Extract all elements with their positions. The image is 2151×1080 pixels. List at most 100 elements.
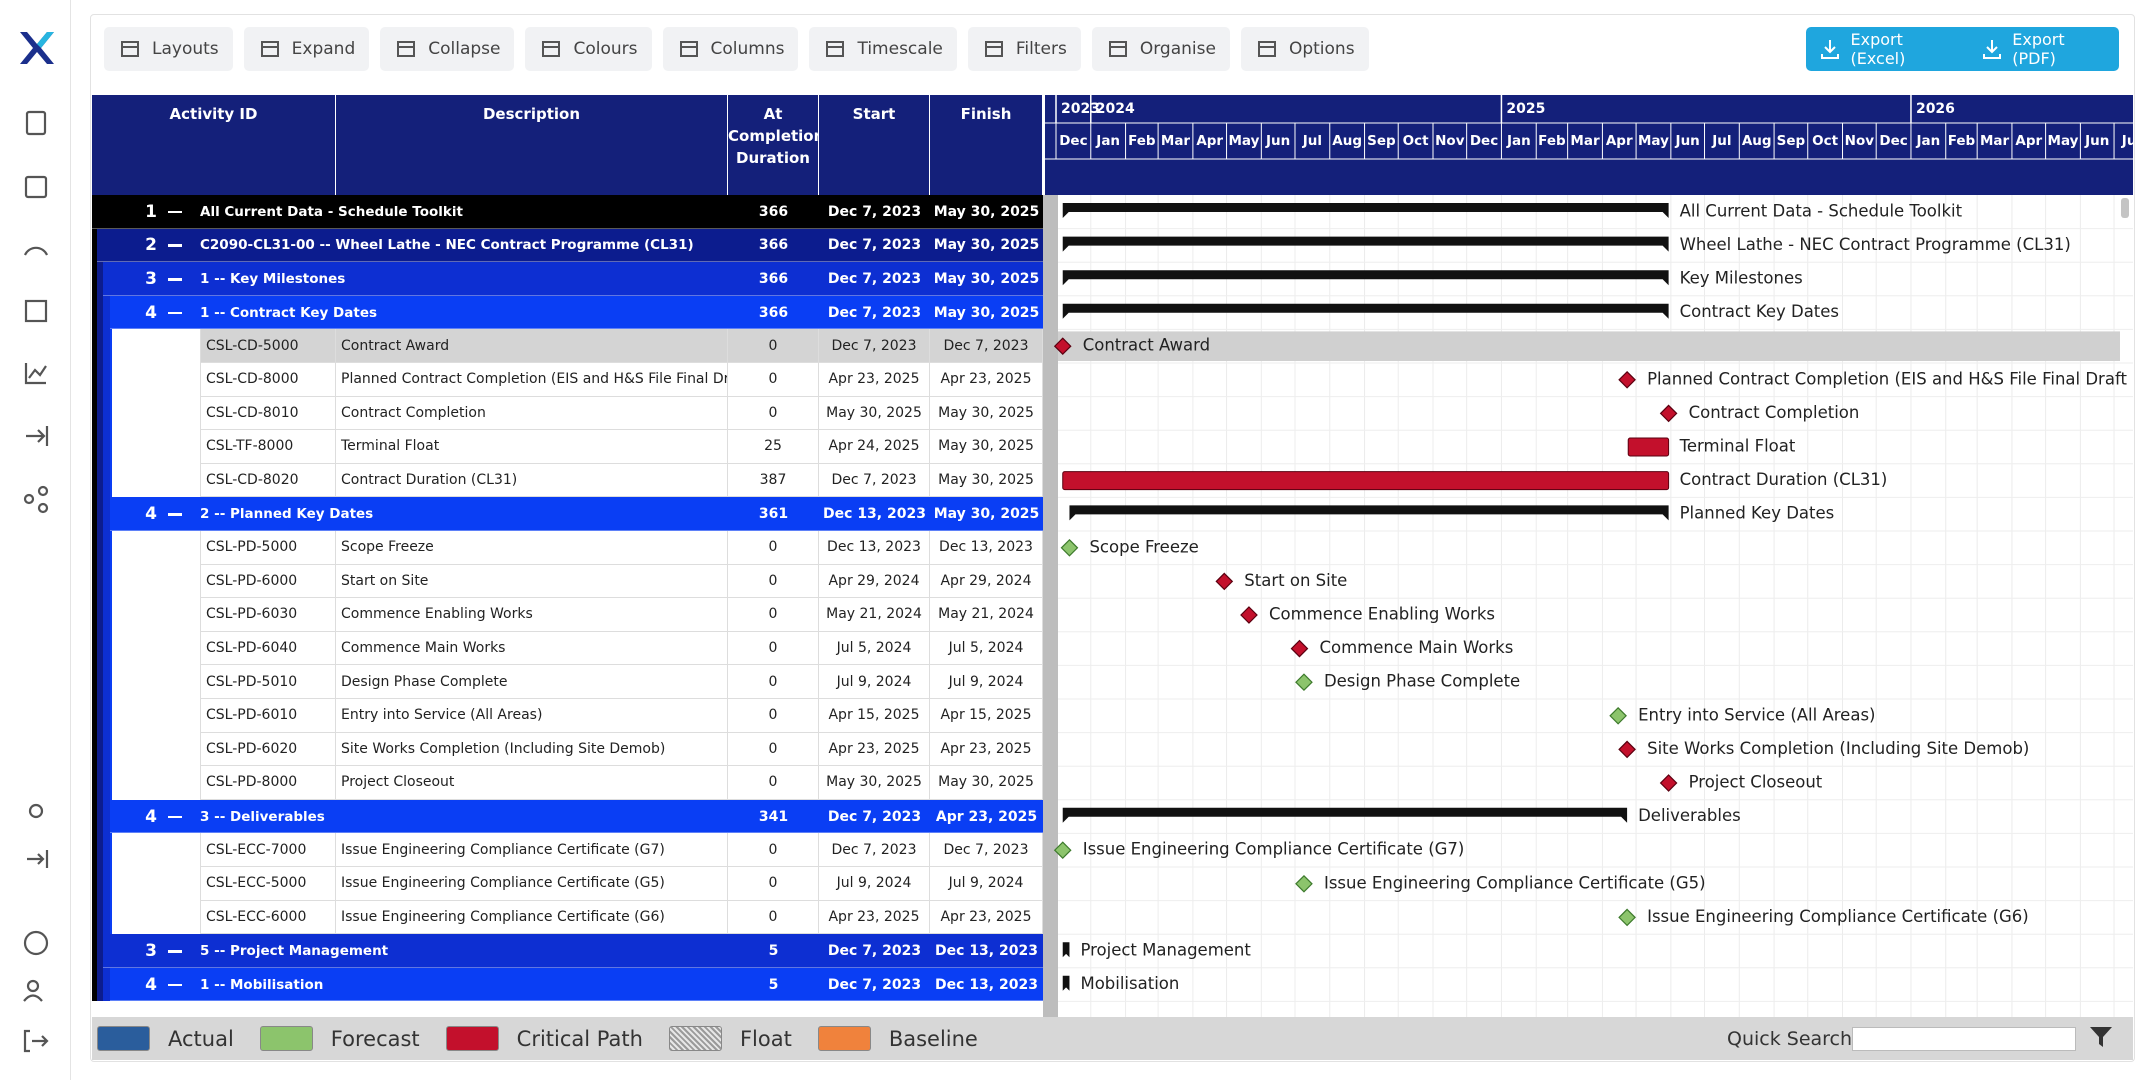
activity-description: Issue Engineering Compliance Certificate… [336, 833, 728, 867]
summary-bar [1062, 942, 1070, 958]
level-strip [103, 497, 110, 531]
sidebar [0, 0, 71, 1080]
nav-icon[interactable] [24, 363, 47, 385]
button-label: Expand [291, 39, 356, 59]
level-strip [97, 934, 103, 968]
summary-bar [1062, 203, 1669, 218]
summary-row [110, 967, 1043, 1002]
toolbar-button[interactable]: Options [1240, 27, 1369, 71]
collapse-toggle[interactable] [168, 950, 182, 953]
toolbar-button[interactable]: Timescale [809, 27, 957, 71]
nav-icon[interactable] [23, 493, 35, 505]
search-input[interactable] [1852, 1027, 2076, 1051]
activity-id: CSL-PD-6030 [200, 598, 336, 632]
nav-icon[interactable] [27, 850, 49, 868]
nav-icon[interactable] [23, 1029, 49, 1053]
collapse-toggle[interactable] [168, 278, 182, 281]
summary-start: Dec 7, 2023 [827, 808, 922, 825]
level-strip [103, 295, 110, 330]
level-strip [97, 631, 103, 666]
export-button[interactable]: Export (PDF) [1968, 30, 2119, 68]
collapse-toggle[interactable] [168, 983, 182, 987]
search-filter[interactable] [2088, 1024, 2114, 1050]
collapse-toggle[interactable] [168, 244, 182, 247]
toolbar-button[interactable]: Collapse [380, 27, 515, 71]
nav-icon[interactable] [25, 110, 47, 136]
legend: Actual Forecast Critical Path Float Baseline [92, 1017, 2133, 1060]
nav-icon[interactable] [26, 979, 40, 993]
bar-label: Entry into Service (All Areas) [1638, 705, 1875, 724]
month-label: Sep [1367, 133, 1396, 149]
nav-icon[interactable] [24, 175, 48, 199]
milestone [1618, 370, 1636, 389]
level-strip [103, 396, 110, 431]
level-strip [92, 900, 97, 935]
activity-duration: 0 [728, 833, 819, 867]
summary-bar [1069, 505, 1669, 521]
nav-icon[interactable] [24, 299, 48, 323]
month-label: Sep [1777, 133, 1806, 149]
button-label: Columns [710, 39, 785, 59]
nav-icon[interactable] [28, 803, 44, 819]
year-label: 2024 [1096, 101, 1135, 117]
toolbar-button[interactable]: Organise [1091, 27, 1230, 71]
icon [1108, 41, 1127, 57]
icon [121, 41, 139, 57]
collapse-toggle[interactable] [168, 311, 182, 315]
activity-duration: 0 [728, 665, 819, 699]
summary-row [110, 295, 1043, 330]
toolbar-button[interactable]: Colours [525, 27, 652, 71]
level-strip [92, 497, 97, 531]
level-strip [103, 363, 110, 397]
collapse-toggle[interactable] [168, 210, 182, 214]
button-label: Organise [1139, 39, 1216, 59]
collapse-toggle[interactable] [168, 513, 182, 516]
month-label: Dec [1470, 133, 1498, 149]
icon [542, 41, 561, 57]
activity-start: Apr 15, 2025 [819, 699, 930, 733]
level-strip [97, 967, 103, 1002]
summary-name: 2 -- Planned Key Dates [200, 506, 374, 523]
export-button[interactable]: Export (Excel) [1806, 30, 1968, 68]
sidebar-icons [20, 32, 54, 1053]
collapse-toggle[interactable] [168, 815, 182, 819]
level-strip [103, 631, 110, 666]
nav-icon[interactable] [23, 246, 49, 256]
toolbar-button[interactable]: Filters [967, 27, 1081, 71]
activity-id: CSL-PD-6010 [200, 699, 336, 733]
level-strip [97, 329, 103, 363]
level-strip [97, 732, 103, 767]
bar-label: Issue Engineering Compliance Certificate… [1324, 873, 1706, 892]
level-strip [97, 799, 103, 834]
level-strip [97, 295, 103, 330]
activity-finish: Apr 23, 2025 [930, 363, 1043, 397]
summary-bar [1062, 807, 1628, 823]
summary-row [110, 799, 1043, 834]
nav-icon[interactable] [23, 930, 49, 956]
activity-finish: May 30, 2025 [930, 463, 1043, 498]
activity-id: CSL-PD-5000 [200, 531, 336, 565]
toolbar-button[interactable]: Layouts [104, 27, 233, 71]
milestone [1659, 404, 1678, 423]
toolbar-button[interactable]: Columns [662, 27, 799, 71]
activity-start: May 30, 2025 [819, 396, 930, 431]
activity-id: CSL-PD-8000 [200, 766, 336, 800]
activity-finish: Apr 23, 2025 [930, 900, 1043, 935]
bar-label: Planned Contract Completion (EIS and H&S… [1647, 369, 2133, 388]
activity-duration: 0 [728, 867, 819, 901]
summary-finish: May 30, 2025 [933, 270, 1040, 287]
toolbar-button[interactable]: Expand [243, 27, 370, 71]
bar-label: Key Milestones [1680, 269, 1803, 288]
summary-row [103, 934, 1043, 968]
legend-item: Actual [97, 1026, 234, 1051]
month-label: Dec [1059, 133, 1087, 149]
activity-finish: Jul 5, 2024 [930, 631, 1043, 666]
level-strip [103, 564, 110, 599]
milestone [1053, 841, 1072, 860]
column-header: Start [819, 95, 930, 195]
bar-label: Contract Completion [1689, 403, 1860, 422]
button-label: Timescale [857, 39, 943, 59]
bar-label: Design Phase Complete [1324, 672, 1520, 691]
summary-start: Dec 7, 2023 [827, 203, 922, 220]
nav-icon[interactable] [26, 426, 49, 446]
